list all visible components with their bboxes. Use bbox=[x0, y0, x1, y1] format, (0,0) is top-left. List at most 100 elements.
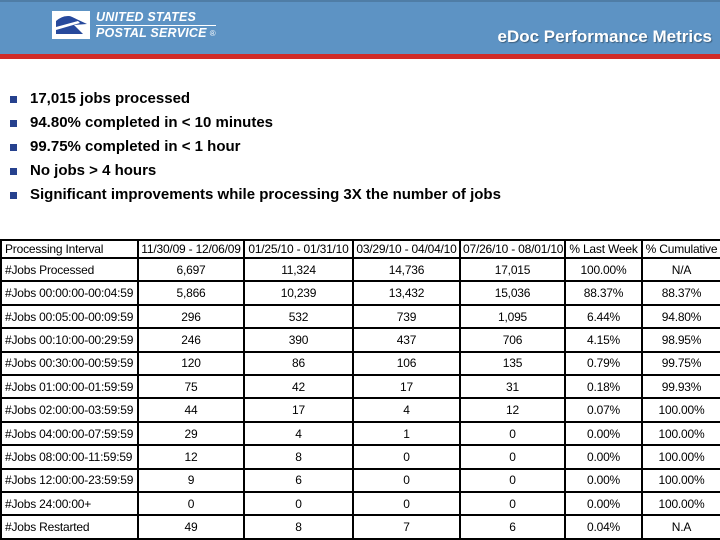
table-cell: 29 bbox=[137, 420, 245, 447]
table-cell: 88.37% bbox=[641, 280, 720, 306]
table-cell: 106 bbox=[352, 350, 461, 377]
table-cell: 11,324 bbox=[243, 256, 354, 283]
table-cell: 99.75% bbox=[641, 350, 720, 377]
bullet-square-icon bbox=[10, 144, 17, 151]
table-cell: 7 bbox=[352, 514, 461, 540]
row-label: #Jobs 00:05:00-00:09:59 bbox=[0, 303, 139, 330]
table-cell: 6,697 bbox=[137, 256, 245, 283]
table-cell: 15,036 bbox=[459, 280, 566, 306]
table-row: #Jobs 00:30:00-00:59:59 120 86 106 135 0.79% 9… bbox=[0, 350, 720, 377]
logo-line1: UNITED STATES bbox=[96, 11, 216, 26]
table-cell: 4 bbox=[243, 420, 354, 447]
table-cell: 44 bbox=[137, 397, 245, 423]
table-cell: 739 bbox=[352, 303, 461, 330]
table-cell: 17 bbox=[352, 374, 461, 400]
table-cell: 0.00% bbox=[564, 444, 643, 470]
table-row: #Jobs Processed 6,697 11,324 14,736 17,015 10… bbox=[0, 256, 720, 283]
logo-line2-text: POSTAL SERVICE bbox=[96, 26, 207, 40]
table-cell: 1,095 bbox=[459, 303, 566, 330]
bullet-item: 17,015 jobs processed bbox=[10, 88, 501, 112]
bullet-text: Significant improvements while processin… bbox=[30, 186, 501, 203]
metrics-table: Processing Interval 11/30/09 - 12/06/09 01… bbox=[0, 239, 720, 540]
table-cell: 17 bbox=[243, 397, 354, 423]
table-cell: 100.00% bbox=[641, 467, 720, 494]
table-cell: 86 bbox=[243, 350, 354, 377]
table-cell: 100.00% bbox=[564, 256, 643, 283]
registered-mark: ® bbox=[209, 29, 216, 38]
table-header-row: Processing Interval 11/30/09 - 12/06/09 01… bbox=[0, 239, 720, 259]
table-cell: 9 bbox=[137, 467, 245, 494]
table-cell: 390 bbox=[243, 327, 354, 353]
usps-eagle-icon bbox=[52, 11, 90, 39]
column-header: % Last Week bbox=[564, 239, 643, 259]
table-row: #Jobs 12:00:00-23:59:59 9 6 0 0 0.00% 100.00% bbox=[0, 467, 720, 494]
row-label: #Jobs 01:00:00-01:59:59 bbox=[0, 374, 139, 400]
table-row: #Jobs 00:05:00-00:09:59 296 532 739 1,095 6.4… bbox=[0, 303, 720, 330]
table-cell: 0.00% bbox=[564, 467, 643, 494]
usps-logo: UNITED STATES POSTAL SERVICE ® bbox=[52, 11, 216, 40]
bullet-text: 99.75% completed in < 1 hour bbox=[30, 138, 241, 155]
column-header: Processing Interval bbox=[0, 239, 139, 259]
table-cell: 0 bbox=[352, 467, 461, 494]
table-cell: 100.00% bbox=[641, 491, 720, 517]
table-row: #Jobs 01:00:00-01:59:59 75 42 17 31 0.18% 99.9… bbox=[0, 374, 720, 400]
table-cell: 8 bbox=[243, 444, 354, 470]
table-cell: N/A bbox=[641, 256, 720, 283]
table-cell: 0.79% bbox=[564, 350, 643, 377]
table-cell: 246 bbox=[137, 327, 245, 353]
table-cell: 135 bbox=[459, 350, 566, 377]
table-cell: 99.93% bbox=[641, 374, 720, 400]
table-cell: 0 bbox=[459, 420, 566, 447]
table-cell: 296 bbox=[137, 303, 245, 330]
header-bar: UNITED STATES POSTAL SERVICE ® eDoc Perfo… bbox=[0, 0, 720, 54]
table-row: #Jobs 00:10:00-00:29:59 246 390 437 706 4.15%… bbox=[0, 327, 720, 353]
table-cell: 0 bbox=[352, 444, 461, 470]
table-cell: 6.44% bbox=[564, 303, 643, 330]
table-cell: 0 bbox=[459, 491, 566, 517]
table-cell: 0.18% bbox=[564, 374, 643, 400]
row-label: #Jobs 24:00:00+ bbox=[0, 491, 139, 517]
table-cell: 100.00% bbox=[641, 420, 720, 447]
row-label: #Jobs 00:10:00-00:29:59 bbox=[0, 327, 139, 353]
table-cell: 532 bbox=[243, 303, 354, 330]
table-row: #Jobs 24:00:00+ 0 0 0 0 0.00% 100.00% bbox=[0, 491, 720, 517]
table-cell: 0.00% bbox=[564, 491, 643, 517]
table-row: #Jobs 00:00:00-00:04:59 5,866 10,239 13,432… bbox=[0, 280, 720, 306]
row-label: #Jobs 04:00:00-07:59:59 bbox=[0, 420, 139, 447]
slide-title: eDoc Performance Metrics bbox=[497, 27, 712, 46]
table-cell: 88.37% bbox=[564, 280, 643, 306]
row-label: #Jobs 12:00:00-23:59:59 bbox=[0, 467, 139, 494]
table-cell: 94.80% bbox=[641, 303, 720, 330]
table-cell: 0.00% bbox=[564, 420, 643, 447]
table-cell: 0 bbox=[352, 491, 461, 517]
table-cell: 1 bbox=[352, 420, 461, 447]
table-cell: 14,736 bbox=[352, 256, 461, 283]
row-label: #Jobs Restarted bbox=[0, 514, 139, 540]
table-cell: 98.95% bbox=[641, 327, 720, 353]
column-header: 11/30/09 - 12/06/09 bbox=[137, 239, 245, 259]
usps-wordmark: UNITED STATES POSTAL SERVICE ® bbox=[96, 11, 216, 40]
table-cell: 706 bbox=[459, 327, 566, 353]
table-cell: 0 bbox=[459, 467, 566, 494]
bullet-square-icon bbox=[10, 192, 17, 199]
bullet-list: 17,015 jobs processed 94.80% completed in… bbox=[10, 88, 501, 208]
table-cell: 0 bbox=[137, 491, 245, 517]
table-cell: 437 bbox=[352, 327, 461, 353]
bullet-square-icon bbox=[10, 168, 17, 175]
table-cell: 4 bbox=[352, 397, 461, 423]
table-cell: 12 bbox=[459, 397, 566, 423]
table-row: #Jobs 08:00:00-11:59:59 12 8 0 0 0.00% 100.00% bbox=[0, 444, 720, 470]
row-label: #Jobs 02:00:00-03:59:59 bbox=[0, 397, 139, 423]
table-cell: 0 bbox=[459, 444, 566, 470]
table-cell: 6 bbox=[459, 514, 566, 540]
bullet-item: 99.75% completed in < 1 hour bbox=[10, 136, 501, 160]
column-header: % Cumulative bbox=[641, 239, 720, 259]
table-row: #Jobs 02:00:00-03:59:59 44 17 4 12 0.07% 100.0… bbox=[0, 397, 720, 423]
table-cell: N.A bbox=[641, 514, 720, 540]
column-header: 07/26/10 - 08/01/10 bbox=[459, 239, 566, 259]
table-cell: 42 bbox=[243, 374, 354, 400]
table-cell: 5,866 bbox=[137, 280, 245, 306]
table-cell: 4.15% bbox=[564, 327, 643, 353]
row-label: #Jobs 00:00:00-00:04:59 bbox=[0, 280, 139, 306]
